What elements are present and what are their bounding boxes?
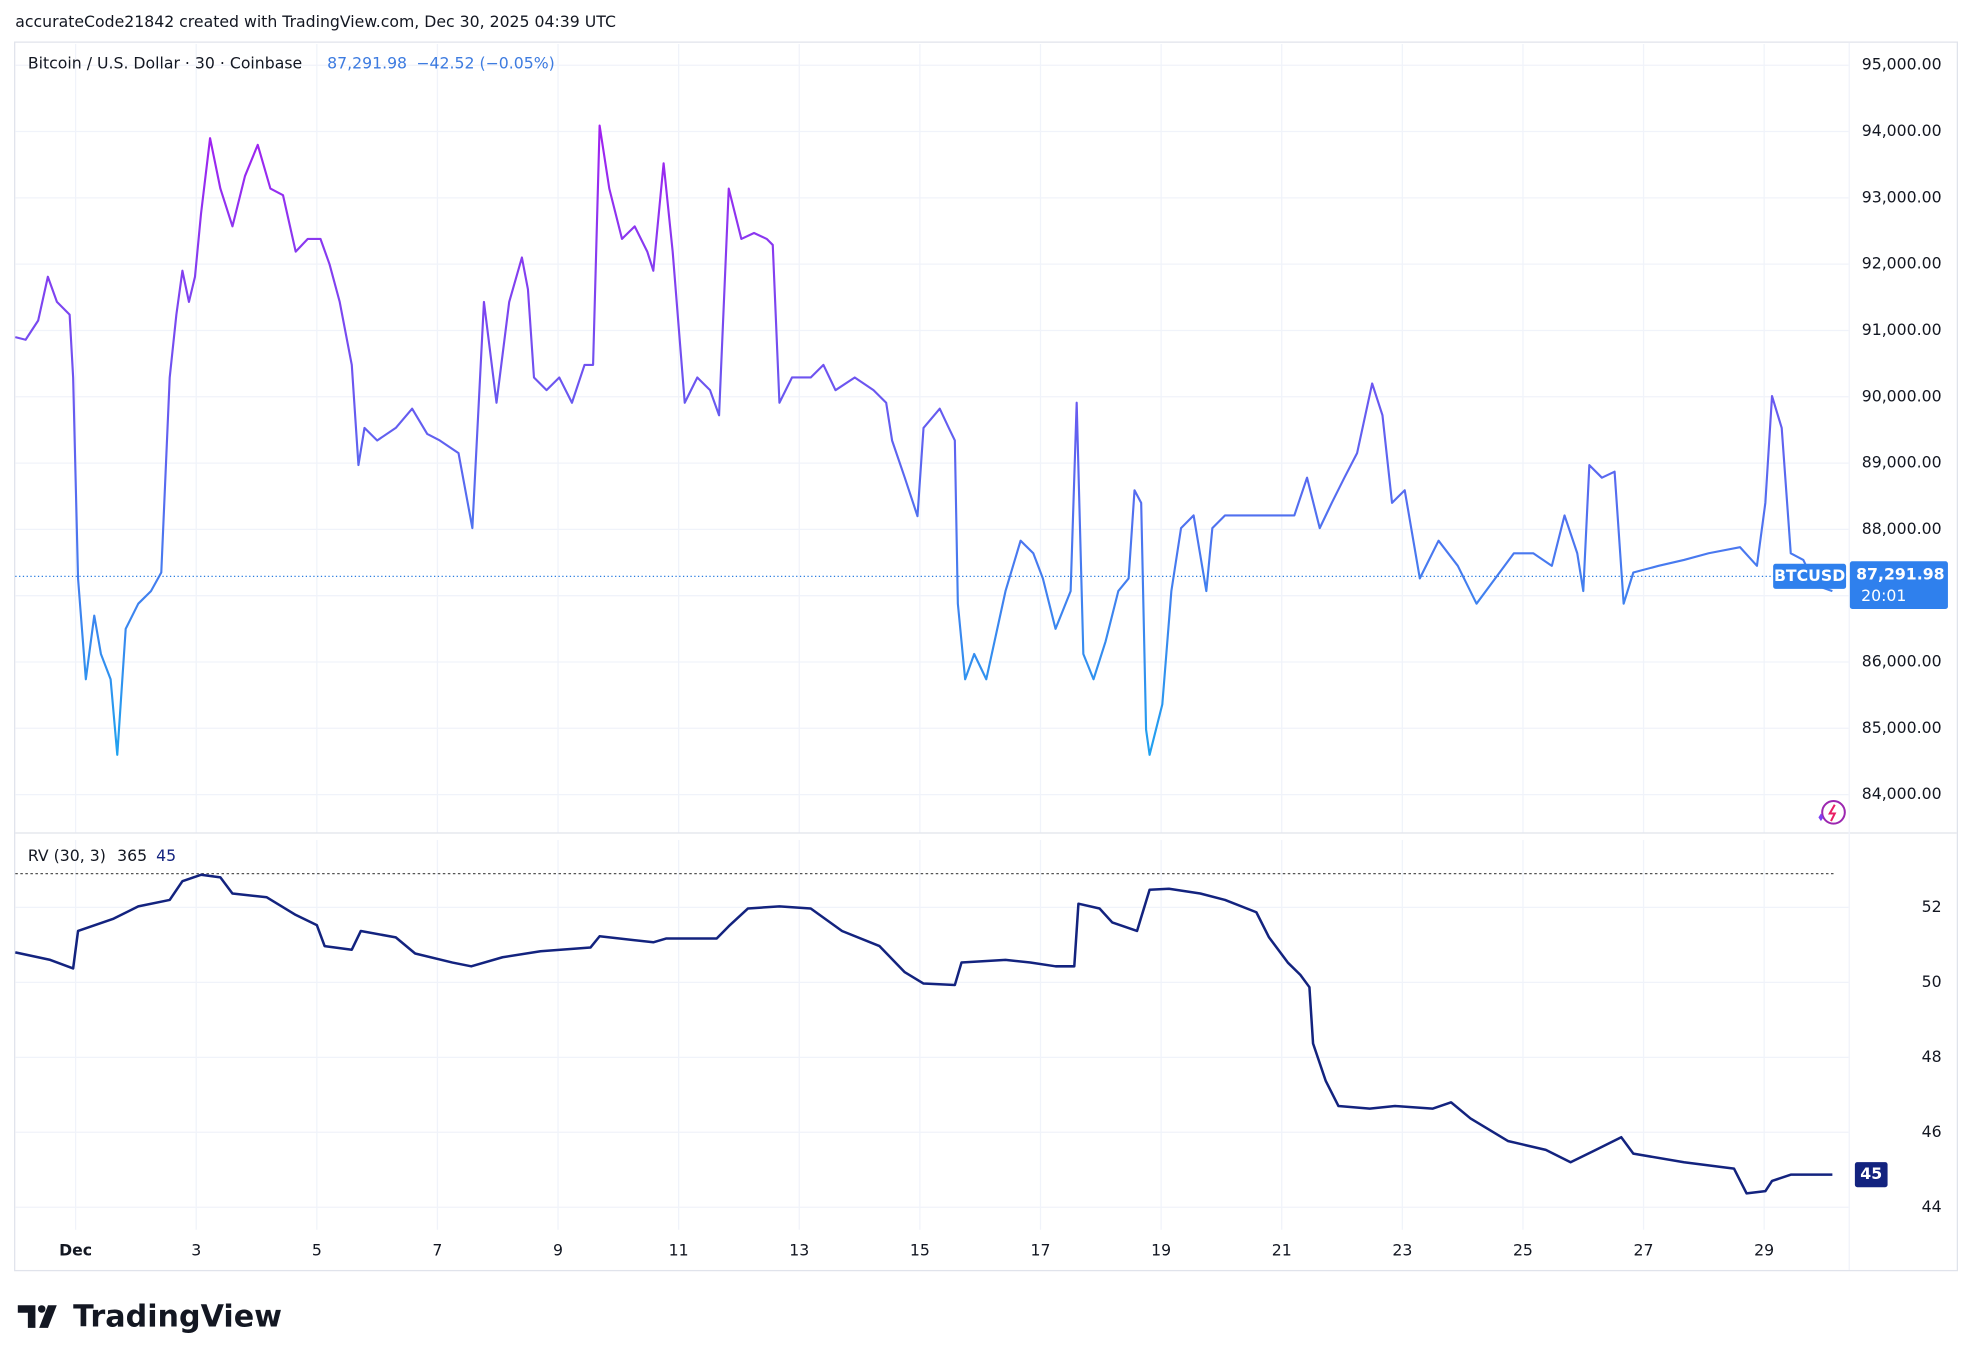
y-tick-label: 94,000.00 [1862,121,1942,140]
y-tick-label: 86,000.00 [1862,651,1942,670]
price-tag-bg [1849,561,1948,610]
x-tick-label: 29 [1754,1241,1774,1260]
x-tick-label: 5 [312,1241,322,1260]
y-tick-label: 93,000.00 [1862,187,1942,206]
x-tick-label: 13 [789,1241,809,1260]
x-tick-label: 11 [669,1241,689,1260]
x-tick-label: 17 [1031,1241,1051,1260]
y-tick-label: 48 [1922,1047,1942,1066]
y-tick-label: 89,000.00 [1862,453,1942,472]
x-tick-label: 7 [432,1241,442,1260]
symbol-tag-bg [1773,563,1847,589]
y-tick-label: 91,000.00 [1862,320,1942,339]
rv-legend-last: 45 [156,846,176,865]
last-value-tag: 45 [1860,1164,1882,1183]
frame [14,41,1958,1272]
y-tick-label: 85,000.00 [1862,718,1942,737]
series-line [15,124,1833,756]
x-tick-label: Dec [59,1241,92,1260]
price-legend-change: −42.52 (−0.05%) [416,54,554,73]
x-tick-label: 25 [1513,1241,1533,1260]
y-tick-label: 92,000.00 [1862,254,1942,273]
symbol-tag: BTCUSD [1774,566,1845,585]
x-tick-label: 3 [191,1241,201,1260]
x-tick-label: 23 [1392,1241,1412,1260]
header: accurateCode21842 created with TradingVi… [15,12,616,31]
y-tick-label: 50 [1922,972,1942,991]
y-tick-label: 52 [1922,897,1942,916]
x-tick-label: 19 [1151,1241,1171,1260]
rv-legend-length: 365 [117,846,147,865]
x-tick-label: 21 [1272,1241,1292,1260]
y-tick-label: 88,000.00 [1862,519,1942,538]
y-tick-label: 44 [1922,1197,1942,1216]
x-tick-label: 15 [910,1241,930,1260]
y-tick-label: 84,000.00 [1862,784,1942,803]
price-legend-last: 87,291.98 [327,54,407,73]
y-tick-label: 46 [1922,1122,1942,1141]
price-legend-title: Bitcoin / U.S. Dollar · 30 · Coinbase [28,54,302,73]
logo [17,1305,57,1328]
grid-layer [15,44,1849,1230]
price-tag: 87,291.98 [1856,565,1944,584]
y-tick-label: 90,000.00 [1862,386,1942,405]
replay-icon [1818,799,1846,825]
y-tick-label: 95,000.00 [1862,55,1942,74]
footer-brand: TradingView [73,1299,282,1334]
x-tick-label: 9 [553,1241,563,1260]
x-tick-label: 27 [1634,1241,1654,1260]
last-value-tag-bg [1854,1162,1888,1188]
countdown: 20:01 [1861,586,1906,605]
series-line [15,873,1833,1195]
rv-legend-title: RV (30, 3) [28,846,106,865]
